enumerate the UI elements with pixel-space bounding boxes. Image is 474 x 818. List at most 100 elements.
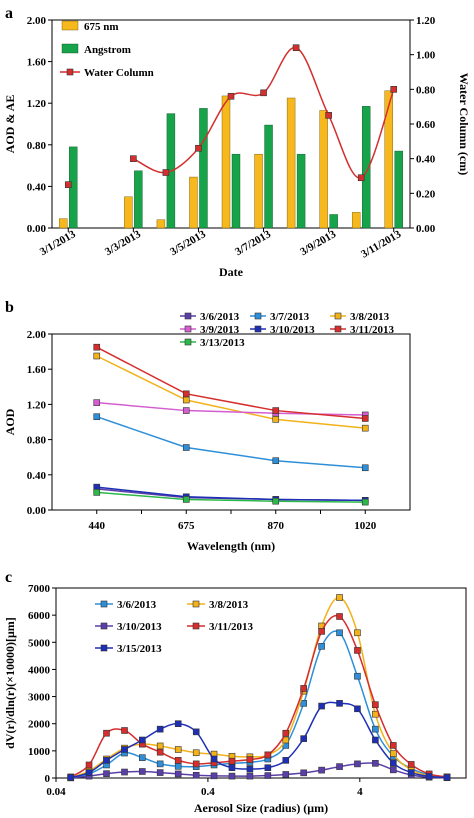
y2-tick-label-a: 0.00 <box>416 223 436 235</box>
y-tick-label-c: 5000 <box>28 637 51 649</box>
series-marker-c <box>389 742 397 749</box>
legend-label-c: 3/11/2013 <box>209 621 254 633</box>
series-marker-c <box>85 769 93 776</box>
series-marker-c <box>354 672 361 680</box>
series-marker-c <box>174 720 182 728</box>
y2-tick-label-a: 1.20 <box>416 15 436 27</box>
chart-c: 0 1000 2000 3000 4000 5000 6000 7000 0.04 0.4 4 3/6… <box>3 583 467 815</box>
series-marker-c <box>210 772 218 780</box>
legend-marker-c <box>100 644 108 652</box>
y2-axis-label-a: Water Column (cm) <box>457 73 471 175</box>
series-marker-c <box>354 647 361 654</box>
bar-angstrom <box>231 153 241 229</box>
series-marker-c <box>228 764 236 771</box>
series-marker-c <box>192 728 200 736</box>
y-tick-label-b: 1.60 <box>27 364 47 376</box>
x-tick-label-b: 1020 <box>354 520 377 532</box>
y-tick-label-b: 0.80 <box>27 435 47 447</box>
series-marker-c <box>228 757 236 765</box>
series-line-b <box>96 401 366 416</box>
bar-675nm <box>384 90 393 229</box>
chart-b: 0.00 0.40 0.80 1.20 1.60 2.00 440 675 870 1020 3/6… <box>3 311 411 553</box>
bar-675nm <box>124 196 133 229</box>
series-marker-c <box>282 757 290 764</box>
legend-label-c: 3/10/2013 <box>117 621 162 633</box>
y2-tick-label-a: 1.00 <box>416 50 436 62</box>
y-axis-label-b: AOD <box>3 408 17 435</box>
legend-marker-water-column <box>66 68 74 76</box>
series-marker-c <box>121 768 128 776</box>
legend-label-b: 3/8/2013 <box>350 311 390 323</box>
water-column-marker <box>162 169 170 176</box>
series-marker-b <box>272 416 280 423</box>
series-marker-c <box>354 629 361 637</box>
legend-marker-c <box>100 600 108 608</box>
series-marker-c <box>336 629 343 637</box>
bar-675nm <box>351 212 361 229</box>
series-marker-b <box>182 444 190 451</box>
series-marker-b <box>361 498 369 506</box>
series-marker-c <box>407 769 415 776</box>
chart-a: 0.00 0.40 0.80 1.20 1.60 2.00 0.00 0.20 0.40 0.60… <box>3 15 471 279</box>
series-marker-c <box>389 759 397 767</box>
series-marker-c <box>336 613 343 620</box>
bar-angstrom <box>329 214 338 229</box>
legend-swatch-angstrom <box>61 43 79 54</box>
legend-label-angstrom: Angstrom <box>84 44 131 56</box>
series-marker-c <box>139 736 146 744</box>
series-marker-c <box>174 746 182 753</box>
y2-tick-label-a: 0.20 <box>416 188 436 200</box>
bar-675nm <box>59 218 68 229</box>
y-tick-label-c: 4000 <box>28 664 51 676</box>
legend-marker-b <box>254 325 262 333</box>
x-tick-label-c: 0.4 <box>201 786 215 798</box>
series-marker-c <box>282 771 290 778</box>
series-marker-c <box>300 685 307 692</box>
series-marker-c <box>407 761 415 768</box>
series-line-b <box>96 486 366 502</box>
series-marker-c <box>336 763 343 770</box>
series-marker-c <box>156 760 164 768</box>
series-line-b <box>96 416 366 469</box>
legend-label-b: 3/10/2013 <box>270 324 315 336</box>
y-tick-label-a: 0.00 <box>27 223 47 235</box>
series-marker-b <box>182 407 190 414</box>
series-marker-c <box>228 772 236 780</box>
series-marker-c <box>300 735 307 742</box>
y-tick-label-a: 1.60 <box>27 57 47 69</box>
series-marker-c <box>121 746 128 753</box>
series-marker-c <box>300 700 307 707</box>
series-line-b <box>96 355 366 429</box>
series-marker-c <box>210 755 218 763</box>
series-marker-c <box>246 756 254 763</box>
y-tick-label-a: 0.80 <box>27 140 47 152</box>
series-marker-c <box>443 774 451 781</box>
series-marker-c <box>318 702 325 710</box>
series-marker-c <box>372 736 379 744</box>
series-marker-b <box>93 352 101 360</box>
y-tick-label-a: 2.00 <box>27 15 47 27</box>
x-tick-label-a: 3/7/2013 <box>233 228 273 258</box>
bar-675nm <box>319 110 328 229</box>
bar-angstrom <box>394 150 403 229</box>
legend-swatch-675nm <box>61 20 79 31</box>
water-column-marker <box>390 86 398 93</box>
bar-675nm <box>189 176 198 229</box>
x-tick-label-b: 440 <box>89 520 106 532</box>
series-marker-c <box>174 763 182 770</box>
x-tick-label-b: 870 <box>268 520 285 532</box>
series-marker-c <box>425 773 433 780</box>
series-marker-c <box>372 701 379 709</box>
legend-marker-b <box>184 325 192 333</box>
legend-marker-b <box>334 312 342 320</box>
y-tick-label-c: 0 <box>45 773 51 785</box>
series-marker-c <box>192 760 200 768</box>
series-marker-b <box>182 390 190 398</box>
water-column-marker <box>260 89 267 97</box>
water-column-marker <box>357 174 365 182</box>
y-tick-label-c: 2000 <box>28 719 51 731</box>
series-line-c <box>70 614 448 778</box>
series-marker-c <box>103 770 110 777</box>
bar-angstrom <box>264 124 273 229</box>
